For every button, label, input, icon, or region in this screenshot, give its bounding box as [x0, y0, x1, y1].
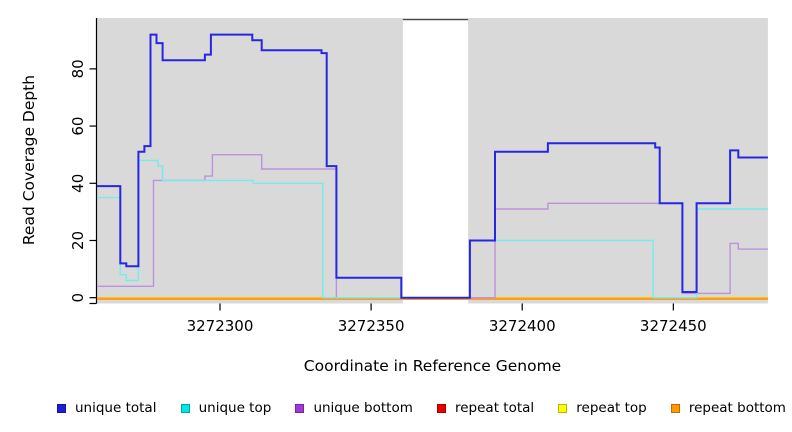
legend-label: unique total [75, 400, 157, 416]
coverage-panel [468, 18, 768, 304]
legend-swatch-icon [670, 403, 680, 413]
legend-swatch-icon [558, 403, 568, 413]
legend-label: repeat top [576, 400, 647, 416]
legend-swatch-icon [180, 403, 190, 413]
legend-item-repeat-bottom: repeat bottom [670, 400, 786, 416]
x-tick-label: 3272350 [338, 317, 405, 335]
y-tick-label: 40 [69, 174, 87, 193]
legend-swatch-icon [436, 403, 446, 413]
legend-item-repeat-total: repeat total [436, 400, 535, 416]
legend-label: repeat bottom [688, 400, 786, 416]
legend-item-unique-total: unique total [57, 400, 156, 416]
y-tick-label: 20 [69, 231, 87, 250]
legend-swatch-icon [295, 403, 305, 413]
legend: unique total unique top unique bottom repea… [57, 397, 786, 419]
y-tick-label: 0 [69, 293, 87, 303]
legend-item-unique-top: unique top [180, 400, 272, 416]
legend-swatch-icon [57, 403, 66, 413]
legend-item-repeat-top: repeat top [558, 400, 647, 416]
legend-item-unique-bottom: unique bottom [295, 400, 413, 416]
series-unique-top [97, 159, 768, 299]
y-axis-title: Read Coverage Depth [20, 74, 38, 246]
x-tick-label: 3272400 [489, 317, 556, 335]
y-tick-label: 60 [69, 117, 87, 136]
legend-label: repeat total [454, 400, 535, 416]
x-tick-label: 3272450 [640, 317, 707, 335]
x-tick-label: 3272300 [187, 317, 254, 335]
x-axis-title: Coordinate in Reference Genome [303, 357, 562, 375]
series-unique-total [97, 33, 768, 299]
legend-label: unique top [198, 400, 272, 416]
legend-label: unique bottom [313, 400, 413, 416]
y-tick-label: 80 [69, 59, 87, 78]
